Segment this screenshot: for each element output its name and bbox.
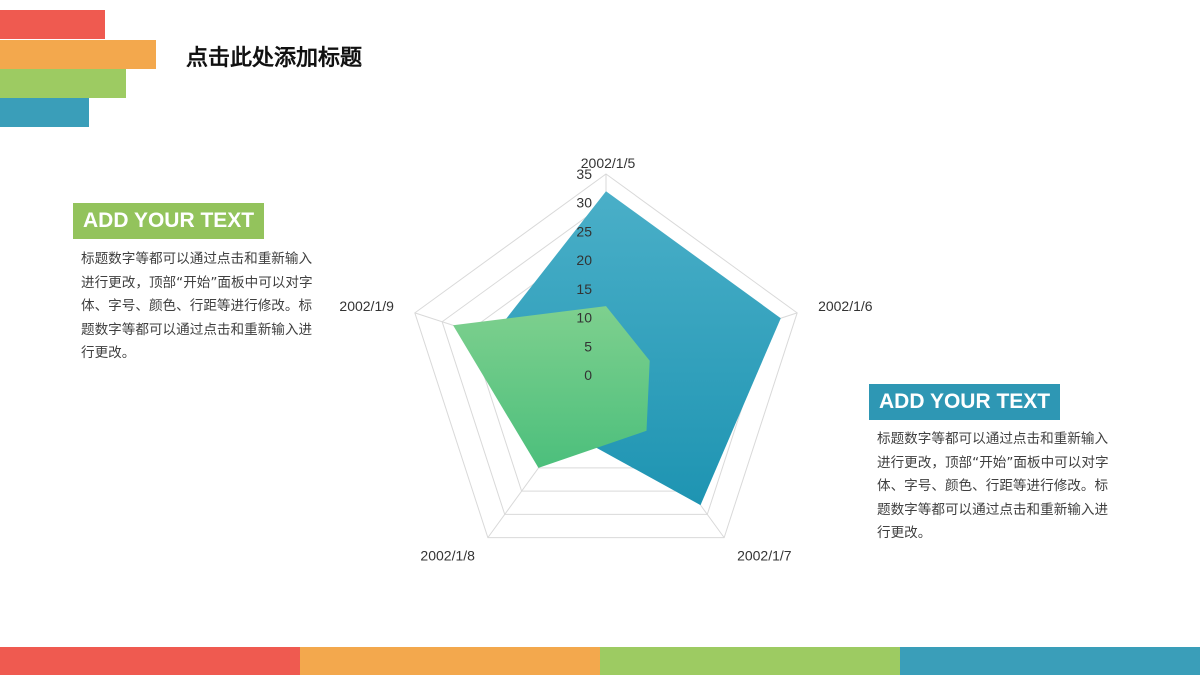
right-body-text[interactable]: 标题数字等都可以通过点击和重新输入进行更改，顶部“开始”面板中可以对字体、字号、…: [877, 431, 1109, 541]
radar-tick-label: 25: [576, 223, 592, 239]
footer-bar-blue: [900, 647, 1200, 675]
decor-stripe-orange: [0, 40, 156, 69]
radar-category-label: 2002/1/9: [339, 298, 394, 314]
decor-stripe-blue: [0, 98, 89, 127]
radar-tick-label: 0: [584, 367, 592, 383]
left-heading-badge[interactable]: ADD YOUR TEXT: [73, 203, 265, 239]
page-title[interactable]: 点击此处添加标题: [186, 46, 363, 71]
radar-tick-label: 20: [576, 252, 592, 268]
radar-category-label: 2002/1/5: [581, 155, 636, 171]
radar-series-group: [453, 191, 781, 506]
footer-bar-green: [600, 647, 900, 675]
right-heading-badge[interactable]: ADD YOUR TEXT: [869, 384, 1061, 420]
radar-category-label: 2002/1/6: [818, 298, 873, 314]
radar-series-2: [453, 306, 650, 468]
radar-tick-label: 10: [576, 310, 592, 326]
radar-tick-label: 30: [576, 195, 592, 211]
radar-tick-label: 15: [576, 281, 592, 297]
radar-tick-label: 5: [584, 338, 592, 354]
radar-grid-ring: [414, 173, 798, 539]
footer-bar-red: [0, 647, 300, 675]
left-body-text[interactable]: 标题数字等都可以通过点击和重新输入进行更改，顶部“开始”面板中可以对字体、字号、…: [81, 251, 313, 361]
radar-tick-label: 35: [576, 166, 592, 182]
radar-category-label: 2002/1/8: [420, 547, 475, 563]
decor-stripe-red: [0, 10, 105, 39]
radar-category-label: 2002/1/7: [737, 547, 792, 563]
footer-bar-orange: [300, 647, 600, 675]
decor-stripe-green: [0, 69, 126, 98]
